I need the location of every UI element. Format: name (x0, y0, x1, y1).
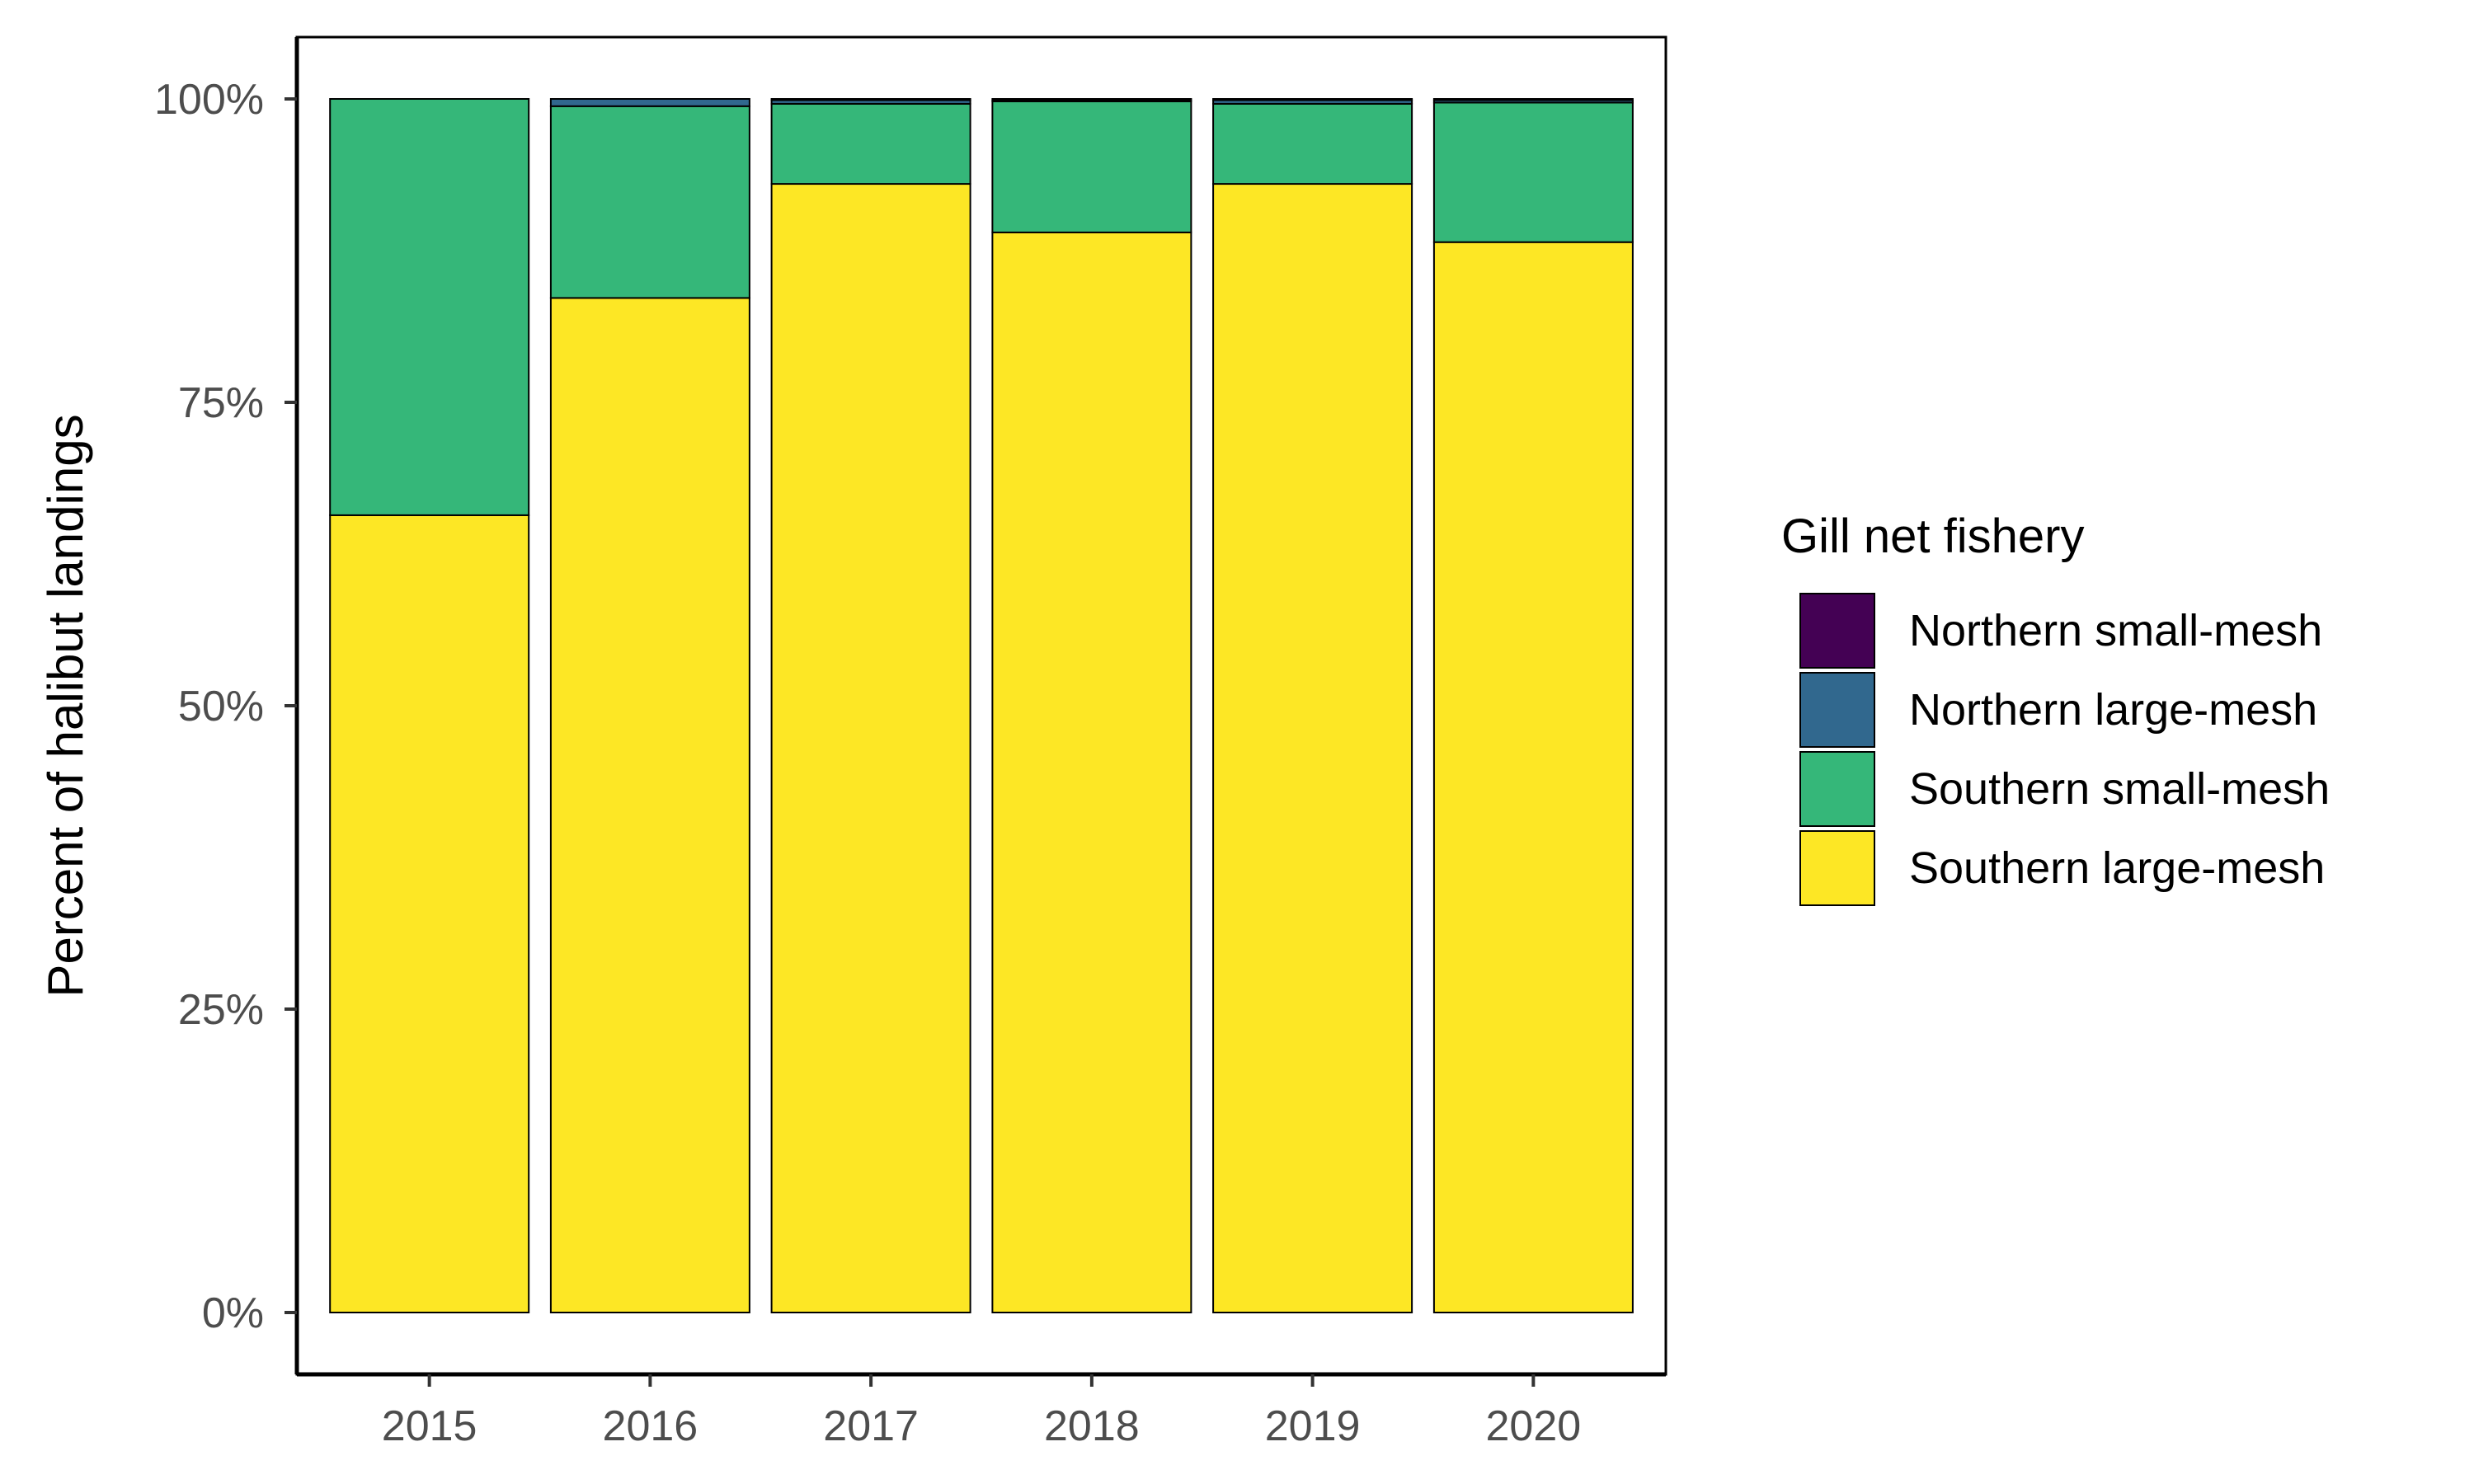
y-tick-label: 100% (154, 76, 264, 124)
legend-swatch-southern-small-mesh (1799, 751, 1875, 827)
y-tick-label: 50% (178, 683, 264, 730)
legend-swatch-northern-large-mesh (1799, 672, 1875, 748)
x-tick-label-2015: 2015 (382, 1402, 477, 1450)
bar-2019-northern-small-mesh (1212, 98, 1413, 101)
bar-2016-southern-large-mesh (549, 297, 750, 1313)
y-tick-label: 0% (202, 1289, 264, 1337)
bar-2017-northern-small-mesh (770, 98, 971, 101)
bar-2017-southern-large-mesh (770, 183, 971, 1313)
legend-label-southern-small-mesh: Southern small-mesh (1909, 764, 2330, 814)
legend-swatch-southern-large-mesh (1799, 830, 1875, 906)
y-tick-label: 25% (178, 986, 264, 1034)
legend-items: Northern small-mesh Northern large-mesh So… (1799, 593, 2330, 906)
y-tick-label: 75% (178, 379, 264, 427)
y-ticks-layer: 0% 25% 50% 75% 100% (154, 76, 297, 1337)
legend-title: Gill net fishery (1781, 510, 2084, 563)
x-ticks-layer: 2015 2016 2017 2018 2019 2020 (382, 1374, 1581, 1450)
bar-2017-southern-small-mesh (770, 102, 971, 186)
legend-label-southern-large-mesh: Southern large-mesh (1909, 843, 2325, 893)
bars-layer (329, 98, 1634, 1314)
x-tick-label-2019: 2019 (1265, 1402, 1361, 1450)
legend: Gill net fishery Northern small-meshNort… (1781, 510, 2330, 906)
bar-2016-northern-large-mesh (549, 98, 750, 107)
legend-label-northern-small-mesh: Northern small-mesh (1909, 606, 2322, 655)
bar-2019-southern-small-mesh (1212, 102, 1413, 186)
legend-swatch-northern-small-mesh (1799, 593, 1875, 669)
legend-label-northern-large-mesh: Northern large-mesh (1909, 685, 2317, 735)
x-tick-label-2016: 2016 (603, 1402, 698, 1450)
bar-2018-southern-small-mesh (991, 100, 1192, 233)
x-tick-label-2017: 2017 (823, 1402, 919, 1450)
x-tick-label-2018: 2018 (1044, 1402, 1140, 1450)
bar-2015-southern-small-mesh (329, 98, 530, 516)
bar-2020-northern-small-mesh (1432, 98, 1634, 101)
x-tick-label-2020: 2020 (1486, 1402, 1582, 1450)
bar-2018-southern-large-mesh (991, 231, 1192, 1313)
y-axis-title: Percent of halibut landings (38, 414, 93, 997)
bar-2019-southern-large-mesh (1212, 183, 1413, 1313)
bar-2020-southern-large-mesh (1432, 241, 1634, 1314)
bar-2020-southern-small-mesh (1432, 101, 1634, 243)
bar-2018-northern-small-mesh (991, 98, 1192, 101)
bar-2015-southern-large-mesh (329, 514, 530, 1313)
bar-2016-southern-small-mesh (549, 105, 750, 299)
